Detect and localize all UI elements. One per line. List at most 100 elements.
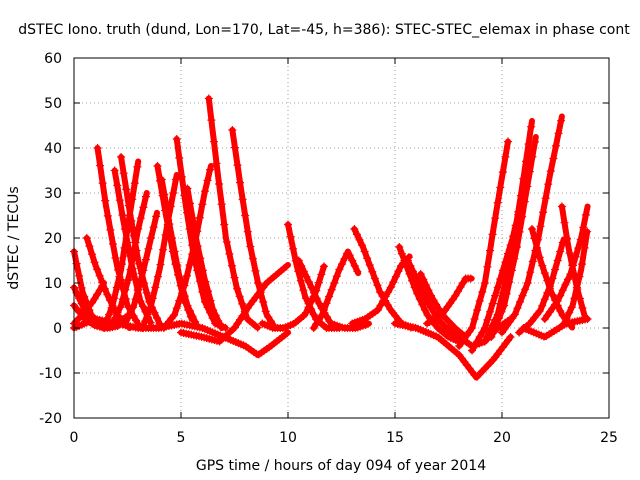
data-point [523, 182, 532, 191]
data-point [486, 307, 495, 316]
y-tick-label: 40 [44, 141, 62, 157]
data-point [363, 254, 372, 263]
data-series [487, 134, 539, 341]
data-point [207, 116, 216, 125]
data-point [177, 172, 186, 181]
data-point [230, 143, 239, 152]
data-point [426, 303, 435, 312]
data-point [421, 294, 430, 303]
data-point [381, 292, 390, 301]
data-point [500, 301, 509, 310]
data-point [118, 295, 127, 304]
data-series [70, 315, 292, 359]
data-point [415, 295, 424, 304]
data-point [558, 286, 567, 295]
data-point [493, 283, 502, 292]
data-point [413, 289, 422, 298]
data-point [565, 308, 574, 317]
y-tick-label: 60 [44, 51, 62, 67]
data-point [527, 225, 536, 233]
data-point [235, 292, 244, 301]
data-point [75, 294, 84, 303]
y-tick-label: 30 [44, 186, 62, 202]
data-point [502, 289, 511, 298]
data-point [233, 284, 242, 293]
data-point [483, 262, 492, 271]
data-point [337, 260, 346, 269]
data-point [251, 266, 260, 275]
data-point [200, 297, 209, 306]
data-point [475, 333, 484, 341]
data-point [103, 211, 112, 220]
data-point [110, 294, 119, 303]
data-point [520, 197, 529, 206]
data-point [571, 252, 580, 261]
data-point [556, 247, 565, 256]
data-point [473, 337, 482, 346]
data-point [530, 137, 539, 146]
data-point [141, 317, 150, 326]
data-point [495, 314, 504, 323]
data-point [93, 265, 102, 274]
data-point [173, 261, 182, 269]
data-point [172, 304, 181, 313]
data-point [138, 302, 147, 311]
data-point [575, 272, 584, 281]
data-point [418, 300, 427, 309]
data-point [150, 308, 159, 317]
data-point [386, 283, 395, 292]
data-point [77, 283, 86, 292]
data-point [196, 254, 205, 263]
series-line [561, 228, 591, 327]
y-axis-label: dSTEC / TECUs [6, 186, 22, 289]
data-point [87, 250, 96, 259]
data-point [170, 311, 179, 320]
x-tick-label: 10 [279, 430, 297, 446]
data-point [414, 278, 423, 287]
data-point [209, 137, 218, 146]
data-point [132, 316, 141, 325]
data-point [162, 205, 171, 214]
data-point [544, 180, 553, 189]
data-point [572, 283, 581, 292]
data-point [216, 322, 225, 331]
data-point [518, 291, 527, 300]
data-point [159, 245, 168, 254]
axes: 0 5 10 15 20 25 -20 -10 0 10 20 30 40 50 60 [39, 51, 618, 446]
data-point [562, 314, 571, 323]
data-point [526, 268, 535, 277]
data-series [519, 315, 592, 341]
data-point [563, 275, 572, 284]
data-point [553, 297, 562, 305]
data-point [103, 290, 112, 299]
data-point [214, 316, 223, 325]
data-point [212, 159, 221, 168]
data-point [424, 299, 433, 308]
data-point [391, 272, 400, 281]
data-point [312, 294, 321, 303]
y-tick-label: 10 [44, 276, 62, 292]
data-point [578, 303, 587, 312]
data-point [141, 255, 150, 264]
data-point [170, 247, 179, 256]
data-point [317, 270, 326, 279]
data-point [113, 181, 122, 190]
data-point [188, 250, 197, 259]
data-point [434, 304, 443, 313]
data-point [451, 291, 460, 300]
data-point [175, 296, 184, 305]
data-point [203, 176, 212, 185]
data-series [309, 248, 362, 332]
data-point [352, 230, 361, 239]
data-point [536, 222, 545, 231]
data-point [128, 195, 137, 204]
data-point [123, 276, 132, 285]
data-point [171, 175, 180, 184]
data-point [486, 246, 495, 255]
data-point [129, 252, 138, 260]
data-point [332, 272, 341, 281]
data-point [188, 214, 197, 223]
data-point [365, 261, 374, 269]
data-point [487, 333, 496, 341]
